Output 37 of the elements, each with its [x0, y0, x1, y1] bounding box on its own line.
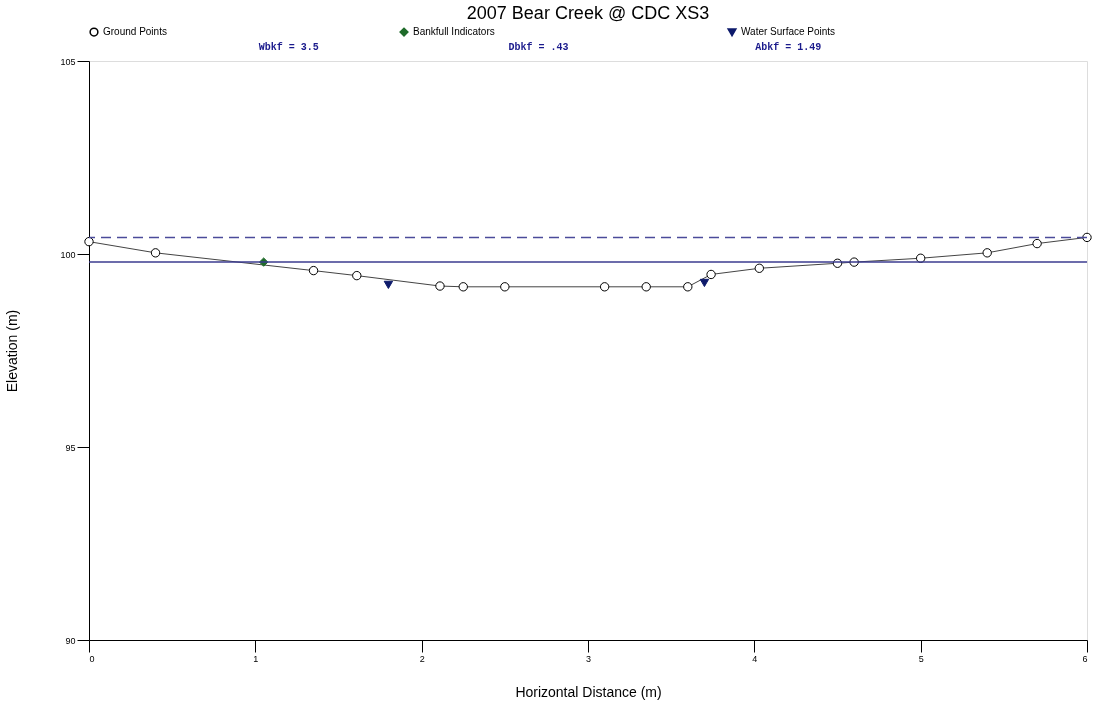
legend-label: Bankfull Indicators	[413, 26, 495, 38]
y-axis-title: Elevation (m)	[4, 309, 21, 393]
legend-label: Water Surface Points	[741, 26, 836, 38]
x-tick-label: 1	[253, 653, 259, 664]
point	[84, 236, 94, 247]
x-tick-label: 4	[752, 653, 758, 664]
y-tick-label: 100	[60, 249, 76, 260]
text: Abkf = 1.49	[755, 42, 822, 53]
point	[699, 278, 710, 288]
point	[383, 280, 394, 289]
chart-title: 2007 Bear Creek @ CDC XS3	[466, 3, 710, 23]
x-tick-label: 0	[89, 653, 95, 664]
point	[352, 270, 362, 281]
x-tick-label: 2	[419, 653, 425, 664]
point	[435, 281, 445, 291]
point	[683, 282, 693, 292]
point	[754, 263, 765, 273]
y-tick-label: 105	[60, 56, 76, 67]
point	[500, 282, 510, 292]
x-axis-title: Horizontal Distance (m)	[515, 683, 662, 700]
point	[150, 248, 161, 258]
text: Wbkf = 3.5	[258, 42, 319, 53]
x-tick-label: 5	[918, 653, 924, 664]
text: Dbkf = .43	[508, 42, 569, 53]
point	[706, 269, 716, 280]
point	[982, 248, 992, 258]
y-tick-label: 90	[65, 635, 76, 646]
x-tick-label: 3	[585, 653, 592, 664]
point	[1082, 232, 1092, 243]
point	[599, 282, 610, 292]
x-tick-label: 6	[1082, 653, 1088, 664]
point	[458, 282, 468, 292]
point	[308, 265, 319, 276]
point	[1032, 238, 1042, 249]
legend-label: Ground Points	[103, 26, 167, 38]
y-tick-label: 95	[65, 442, 76, 453]
point	[641, 282, 651, 292]
